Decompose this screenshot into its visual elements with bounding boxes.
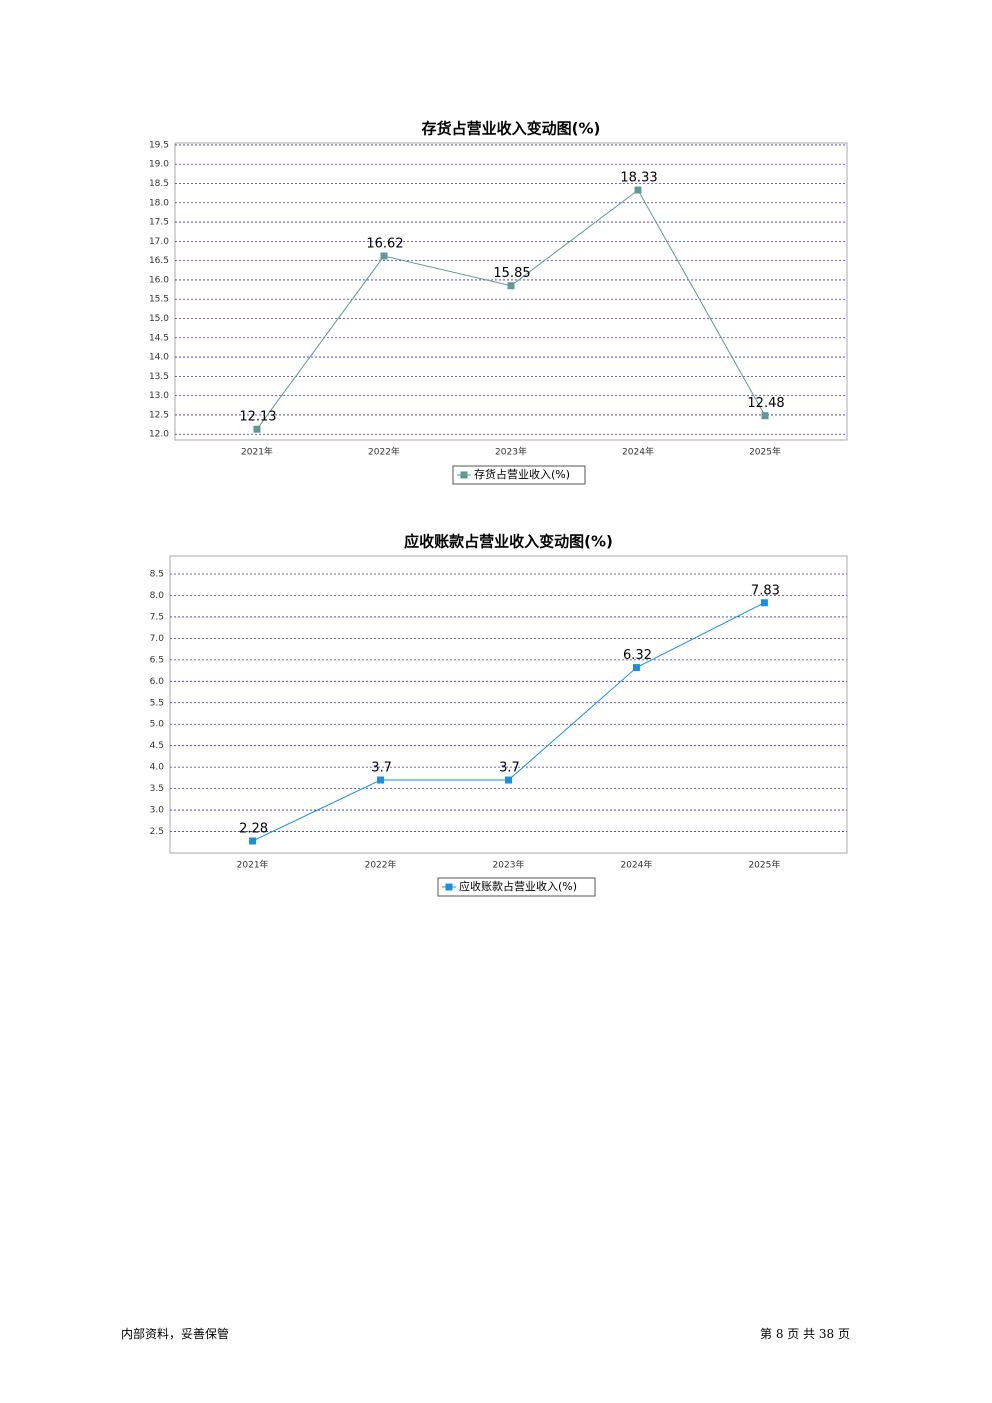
y-tick-label: 19.0 (149, 160, 169, 170)
y-tick-label: 8.5 (150, 570, 164, 580)
y-tick-label: 15.0 (149, 314, 169, 324)
x-tick-label: 2021年 (241, 446, 273, 458)
legend-marker (445, 883, 453, 891)
y-tick-label: 14.0 (149, 353, 169, 363)
data-point (761, 412, 769, 420)
plot-area (174, 142, 848, 441)
y-tick-label: 7.0 (150, 634, 165, 644)
y-tick-label: 17.5 (149, 218, 169, 228)
data-point (249, 837, 257, 845)
x-tick-label: 2024年 (620, 859, 652, 871)
plot-area (169, 555, 848, 854)
y-tick-label: 12.0 (149, 430, 169, 440)
y-tick-label: 4.5 (150, 741, 164, 751)
y-tick-label: 16.0 (149, 275, 169, 285)
x-tick-label: 2022年 (365, 859, 397, 871)
y-tick-label: 5.0 (150, 720, 165, 730)
legend-box (437, 877, 596, 897)
page-number: 第 8 页 共 38 页 (760, 1327, 850, 1341)
data-label: 16.62 (366, 237, 403, 252)
data-label: 3.7 (371, 761, 392, 776)
footer-note: 内部资料，妥善保管 (121, 1327, 230, 1341)
y-tick-label: 14.5 (149, 333, 169, 343)
y-tick-label: 18.5 (149, 179, 169, 189)
y-tick-label: 3.5 (150, 784, 164, 794)
chart-title: 应收账款占营业收入变动图(%) (404, 533, 613, 551)
y-tick-label: 13.0 (149, 391, 169, 401)
data-label: 3.7 (499, 761, 520, 776)
data-point (507, 282, 515, 290)
y-tick-label: 12.5 (149, 410, 169, 420)
x-tick-label: 2023年 (493, 859, 525, 871)
data-label: 6.32 (623, 648, 652, 663)
data-point (377, 776, 385, 784)
x-tick-label: 2025年 (748, 859, 780, 871)
chart-title: 存货占营业收入变动图(%) (422, 120, 601, 138)
x-tick-label: 2024年 (622, 446, 654, 458)
data-point (505, 776, 512, 784)
data-point (632, 664, 640, 672)
y-tick-label: 19.5 (149, 140, 169, 150)
y-tick-label: 8.0 (150, 591, 165, 601)
y-tick-label: 5.5 (150, 698, 164, 708)
legend-label: 存货占营业收入(%) (474, 467, 570, 481)
data-label: 12.48 (747, 396, 784, 411)
y-tick-label: 6.5 (150, 655, 164, 665)
y-tick-label: 4.0 (150, 763, 165, 773)
y-tick-label: 15.5 (149, 295, 169, 305)
data-point (760, 599, 768, 607)
data-label: 2.28 (239, 821, 268, 836)
data-label: 7.83 (751, 583, 780, 598)
y-tick-label: 7.5 (150, 612, 164, 622)
data-label: 15.85 (493, 266, 530, 281)
data-label: 12.13 (239, 410, 276, 425)
y-tick-label: 13.5 (149, 372, 169, 382)
y-tick-label: 16.5 (149, 256, 169, 266)
legend-box (452, 465, 586, 485)
legend-label: 应收账款占营业收入(%) (459, 879, 577, 893)
data-point (253, 425, 261, 433)
data-label: 18.33 (620, 171, 657, 186)
y-tick-label: 18.0 (149, 198, 169, 208)
data-point (380, 252, 388, 260)
x-tick-label: 2022年 (368, 446, 400, 458)
x-tick-label: 2023年 (495, 446, 527, 458)
data-point (634, 186, 642, 194)
y-tick-label: 2.5 (150, 827, 164, 837)
charts: 存货占营业收入变动图(%) 12.0 12.5 13.0 13.5 14.0 14.5 15.… (149, 120, 848, 897)
x-tick-label: 2025年 (749, 446, 781, 458)
y-tick-label: 17.0 (149, 237, 169, 247)
legend-marker (460, 471, 468, 479)
x-tick-label: 2021年 (237, 859, 269, 871)
y-tick-label: 6.0 (150, 677, 165, 687)
y-tick-label: 3.0 (150, 806, 165, 816)
